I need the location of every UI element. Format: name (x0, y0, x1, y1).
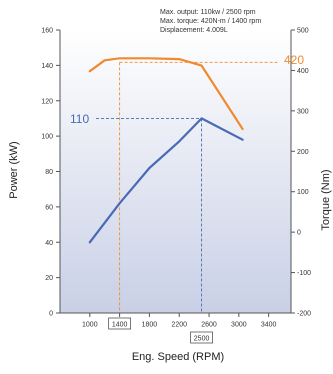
x-tick-box (108, 317, 132, 330)
x-tick-label: 1000 (82, 322, 98, 329)
plot-background (60, 30, 291, 313)
series-line-power (88, 117, 244, 244)
x-axis-title: Eng. Speed (RPM) (132, 351, 224, 363)
y-right-tick-label: 100 (297, 189, 309, 196)
x-tick-label: 2600 (201, 322, 217, 329)
x-tick-label: 1800 (142, 322, 158, 329)
y-right-tick-label: 200 (297, 149, 309, 156)
y-right-tick-label: -100 (297, 270, 311, 277)
series-line-torque (88, 57, 244, 131)
x-tick-label: 1400 (112, 322, 128, 329)
y-left-tick-label: 80 (45, 169, 53, 176)
y-left-tick-label: 20 (45, 275, 53, 282)
y-right-tick-label: 0 (297, 230, 301, 237)
torque-peak-label: 420 (284, 53, 304, 67)
y-right-tick-label: 500 (297, 28, 309, 35)
y-left-tick-label: 40 (45, 240, 53, 247)
note-torque: Max. torque: 420N-m / 1400 rpm (160, 18, 261, 25)
x-tick-label: 3400 (261, 322, 277, 329)
y-right-tick-label: 400 (297, 68, 309, 75)
x-tick-label: 2200 (171, 322, 187, 329)
x-callout-label: 2500 (194, 336, 210, 343)
note-output: Max. output: 110kw / 2500 rpm (160, 9, 256, 16)
power-peak-label: 110 (70, 112, 89, 126)
y-left-axis-title: Power (kW) (8, 141, 20, 198)
y-right-tick-label: 300 (297, 108, 309, 115)
y-left-tick-label: 120 (41, 98, 53, 105)
y-right-axis-title: Torque (Nm) (320, 169, 332, 230)
y-left-tick-label: 160 (41, 28, 53, 35)
note-displacement: Displacement: 4.009L (160, 27, 228, 34)
y-left-tick-label: 0 (49, 311, 53, 318)
y-left-tick-label: 140 (41, 63, 53, 70)
x-callout-box (190, 331, 213, 344)
y-left-tick-label: 60 (45, 204, 53, 211)
x-tick-label: 3000 (231, 322, 247, 329)
y-left-tick-label: 100 (41, 134, 53, 141)
y-right-tick-label: -200 (297, 311, 311, 318)
